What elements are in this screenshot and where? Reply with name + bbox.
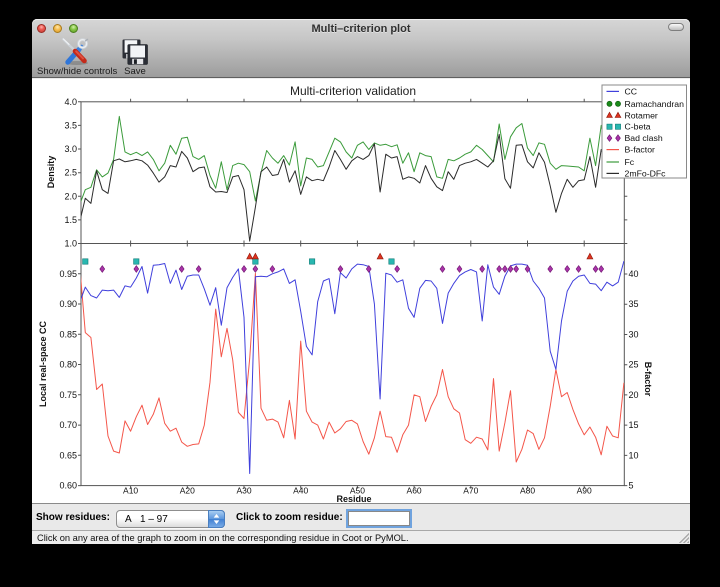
svg-text:5: 5: [629, 481, 634, 491]
svg-text:25: 25: [629, 360, 639, 370]
svg-text:A30: A30: [236, 486, 251, 496]
svg-text:0.60: 0.60: [59, 481, 77, 491]
svg-text:A70: A70: [463, 486, 478, 496]
svg-text:1.5: 1.5: [64, 215, 77, 225]
svg-text:10: 10: [629, 450, 639, 460]
svg-text:3.0: 3.0: [64, 144, 77, 154]
svg-text:Ramachandran: Ramachandran: [625, 99, 685, 109]
svg-text:Bad clash: Bad clash: [625, 133, 663, 143]
svg-text:2mFo-DFc: 2mFo-DFc: [625, 168, 667, 178]
svg-text:35: 35: [629, 299, 639, 309]
svg-text:B-factor: B-factor: [643, 362, 653, 397]
svg-text:0.75: 0.75: [59, 390, 77, 400]
svg-text:15: 15: [629, 420, 639, 430]
svg-text:2.0: 2.0: [64, 191, 77, 201]
svg-text:A40: A40: [293, 486, 308, 496]
svg-text:3.5: 3.5: [64, 120, 77, 130]
svg-text:0.85: 0.85: [59, 329, 77, 339]
svg-text:A60: A60: [407, 486, 422, 496]
svg-text:20: 20: [629, 390, 639, 400]
svg-text:0.65: 0.65: [59, 450, 77, 460]
svg-text:1.0: 1.0: [64, 239, 77, 249]
svg-text:Rotamer: Rotamer: [625, 110, 658, 120]
svg-text:0.80: 0.80: [59, 360, 77, 370]
svg-text:A50: A50: [350, 486, 365, 496]
svg-text:CC: CC: [625, 86, 638, 96]
svg-text:A10: A10: [123, 486, 138, 496]
svg-text:Multi-criterion validation: Multi-criterion validation: [290, 84, 416, 98]
svg-text:A20: A20: [180, 486, 195, 496]
svg-text:Fc: Fc: [625, 157, 635, 167]
svg-text:2.5: 2.5: [64, 168, 77, 178]
svg-text:B-factor: B-factor: [625, 145, 656, 155]
svg-text:30: 30: [629, 330, 639, 340]
svg-text:Density: Density: [46, 156, 56, 189]
svg-text:0.70: 0.70: [59, 420, 77, 430]
svg-text:4.0: 4.0: [64, 97, 77, 107]
svg-text:Local real-space CC: Local real-space CC: [38, 320, 48, 407]
svg-text:40: 40: [629, 269, 639, 279]
svg-text:0.90: 0.90: [59, 299, 77, 309]
svg-text:0.95: 0.95: [59, 269, 77, 279]
svg-text:A90: A90: [577, 486, 592, 496]
svg-text:C-beta: C-beta: [625, 122, 651, 132]
svg-text:A80: A80: [520, 486, 535, 496]
svg-text:Residue: Residue: [336, 494, 371, 503]
